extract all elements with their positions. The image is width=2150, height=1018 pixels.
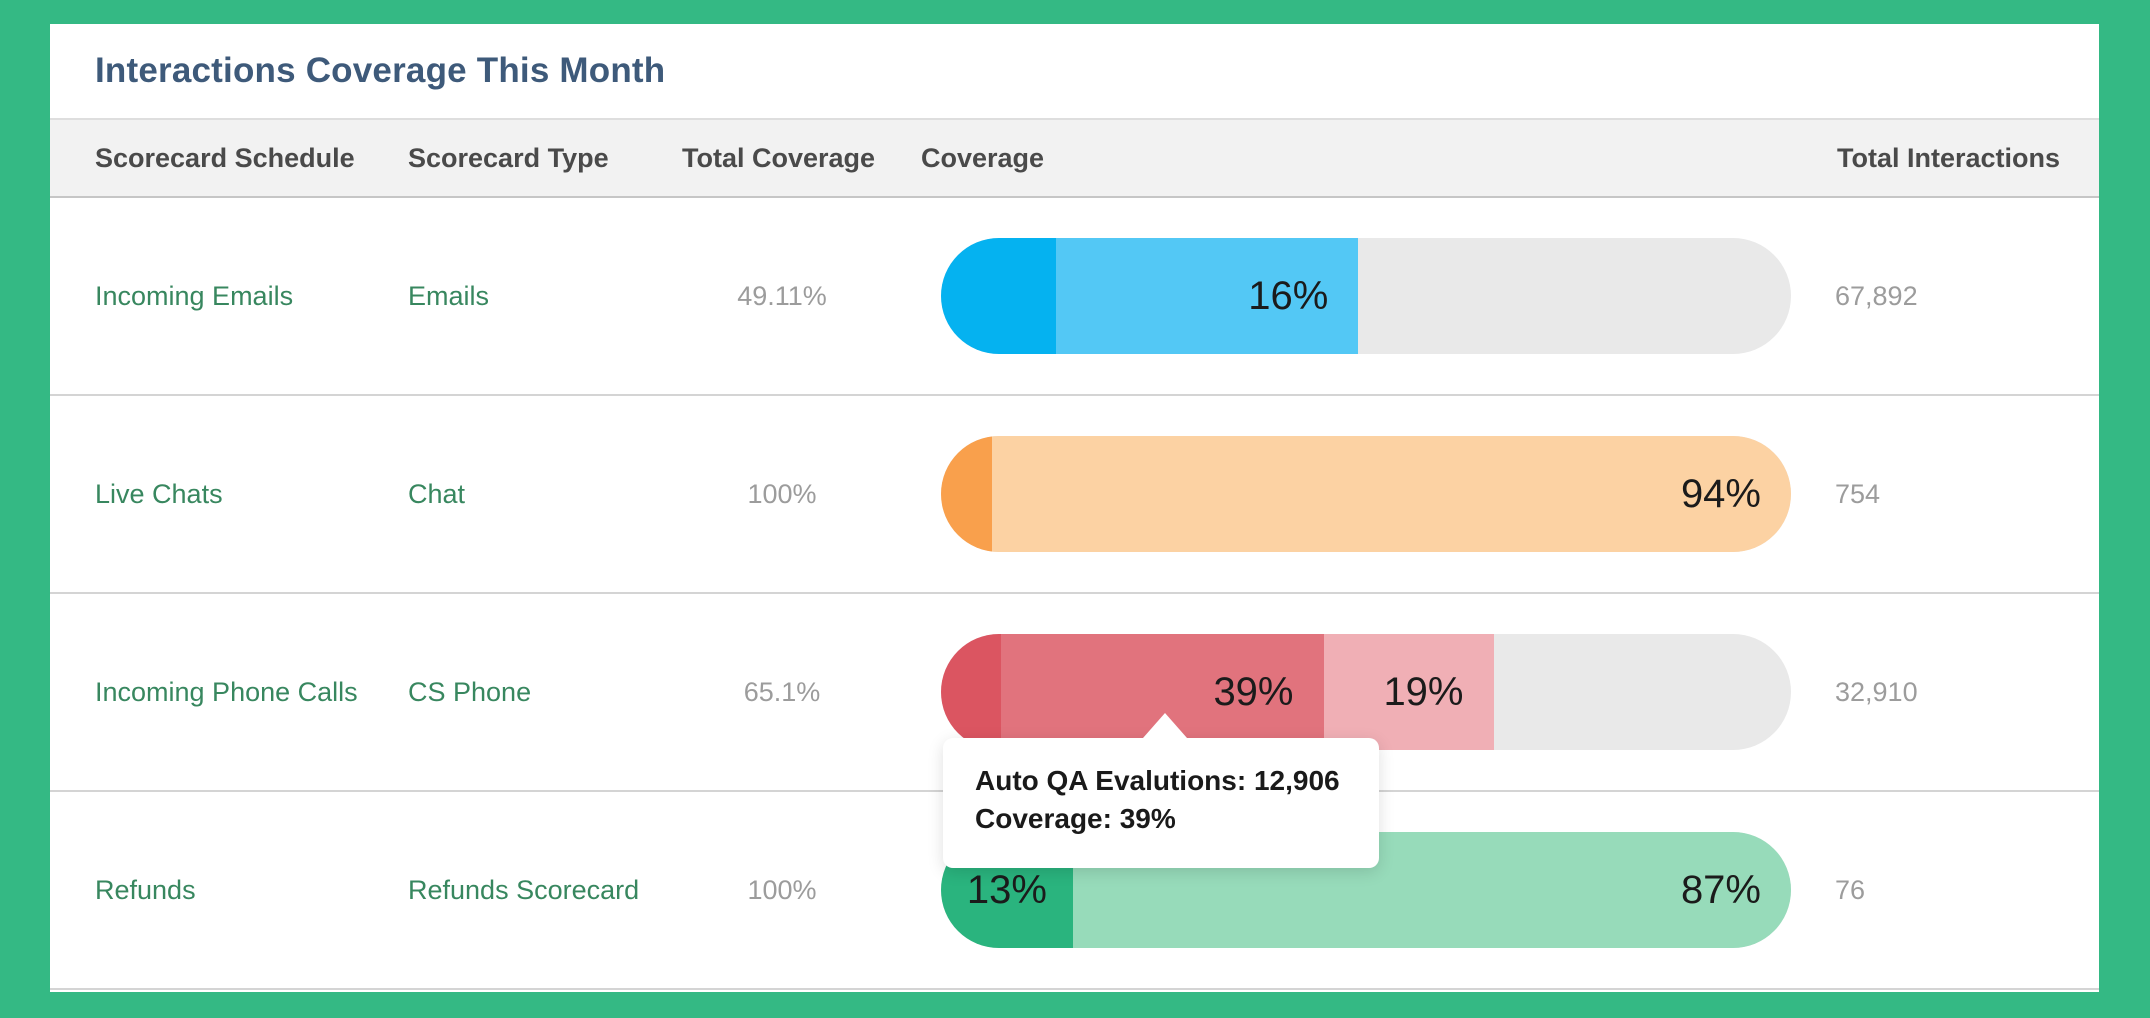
scorecard-schedule-link[interactable]: Incoming Emails <box>95 280 294 311</box>
total-coverage-value: 49.11% <box>737 280 827 311</box>
table-header: Scorecard Schedule Scorecard Type Total … <box>50 120 2099 198</box>
scorecard-schedule-link[interactable]: Incoming Phone Calls <box>95 676 358 707</box>
coverage-bar-segment[interactable] <box>941 436 992 552</box>
coverage-bar[interactable]: 16% <box>941 238 1791 354</box>
total-coverage-value: 100% <box>747 478 817 509</box>
coverage-bar-segment[interactable]: 19% <box>1323 634 1494 750</box>
scorecard-type-link[interactable]: CS Phone <box>408 676 532 707</box>
tooltip-auto-qa-line: Auto QA Evalutions: 12,906 <box>975 765 1340 796</box>
total-interactions-value: 754 <box>1835 478 1881 509</box>
coverage-bar-cell: 39% 19% <box>941 594 1791 790</box>
total-interactions-value: 76 <box>1835 874 1866 905</box>
table-row: Incoming Emails Emails 49.11% 16% 67,892 <box>50 198 2099 396</box>
coverage-bar[interactable]: 94% <box>941 436 1791 552</box>
total-coverage-value: 100% <box>747 874 817 905</box>
tooltip-caret-icon <box>1143 713 1187 738</box>
total-coverage-value: 65.1% <box>743 676 821 707</box>
tooltip-coverage-line: Coverage: 39% <box>975 803 1176 834</box>
coverage-bar-cell: 94% <box>941 396 1791 592</box>
coverage-bar-cell: 16% <box>941 198 1791 394</box>
coverage-bar-segment[interactable]: 94% <box>992 436 1791 552</box>
coverage-tooltip: Auto QA Evalutions: 12,906 Coverage: 39% <box>943 713 1379 868</box>
col-header-scorecard-type: Scorecard Type <box>408 142 609 173</box>
col-header-scorecard-schedule: Scorecard Schedule <box>95 142 355 173</box>
col-header-coverage: Coverage <box>921 142 1045 173</box>
scorecard-type-link[interactable]: Chat <box>408 478 466 509</box>
col-header-total-coverage: Total Coverage <box>682 142 876 173</box>
scorecard-type-link[interactable]: Refunds Scorecard <box>408 874 640 905</box>
scorecard-schedule-link[interactable]: Live Chats <box>95 478 223 509</box>
page-title: Interactions Coverage This Month <box>50 24 2099 120</box>
coverage-bar-segment[interactable] <box>941 238 1056 354</box>
table-row: Incoming Phone Calls CS Phone 65.1% 39% 1… <box>50 594 2099 792</box>
total-interactions-value: 67,892 <box>1835 280 1918 311</box>
table-row: Live Chats Chat 100% 94% 754 <box>50 396 2099 594</box>
coverage-card: Interactions Coverage This Month Scoreca… <box>50 24 2099 992</box>
table-body: Incoming Emails Emails 49.11% 16% 67,892… <box>50 198 2099 990</box>
coverage-bar-segment[interactable]: 16% <box>1055 238 1359 354</box>
scorecard-type-link[interactable]: Emails <box>408 280 490 311</box>
coverage-bar[interactable]: 39% 19% <box>941 634 1791 750</box>
total-interactions-value: 32,910 <box>1835 676 1918 707</box>
coverage-bar-segment[interactable] <box>941 634 1001 750</box>
scorecard-schedule-link[interactable]: Refunds <box>95 874 196 905</box>
col-header-total-interactions: Total Interactions <box>1836 142 2060 173</box>
